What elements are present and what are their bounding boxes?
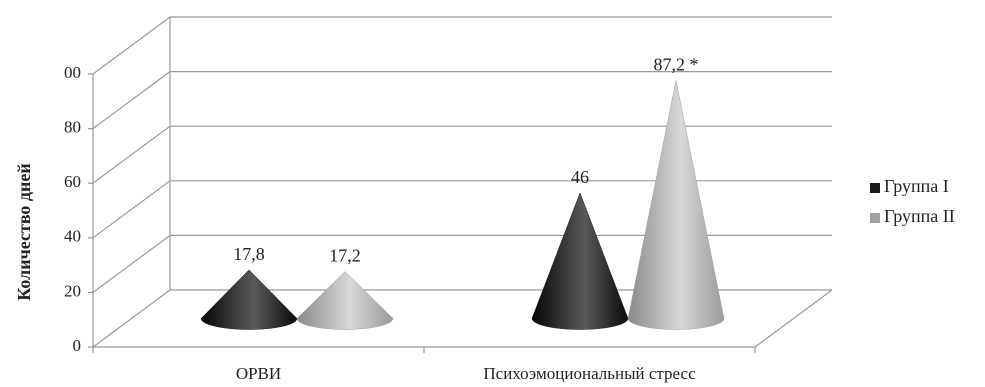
grid-line	[92, 289, 171, 348]
grid-line	[92, 125, 171, 184]
y-tick-label: 80	[64, 118, 81, 137]
data-label: 17,2	[329, 246, 361, 266]
x-tick-label: Психоэмоциональный стресс	[483, 364, 696, 383]
y-tick-label: 60	[64, 172, 81, 191]
legend-label: Группа I	[884, 176, 949, 196]
legend-label: Группа II	[884, 206, 955, 226]
legend-swatch	[870, 183, 880, 193]
y-tick-label: 40	[64, 227, 81, 246]
y-axis-title: Количество дней	[14, 163, 34, 301]
grid-line	[92, 180, 171, 239]
y-tick-label: 0	[73, 336, 82, 355]
legend-swatch	[870, 213, 880, 223]
floor-edge	[754, 289, 833, 348]
cone	[627, 80, 725, 330]
y-tick-label: 00	[64, 63, 81, 82]
x-tick-label: ОРВИ	[236, 364, 281, 383]
data-label: 46	[571, 167, 589, 187]
cone	[200, 269, 298, 330]
y-tick-label: 20	[64, 281, 81, 300]
grid-line	[92, 16, 171, 75]
data-label: 87,2 *	[654, 55, 699, 75]
data-label: 17,8	[233, 244, 265, 264]
grid-line	[92, 234, 171, 293]
cone	[531, 192, 629, 330]
cone	[296, 271, 394, 330]
grid-line	[92, 71, 171, 130]
